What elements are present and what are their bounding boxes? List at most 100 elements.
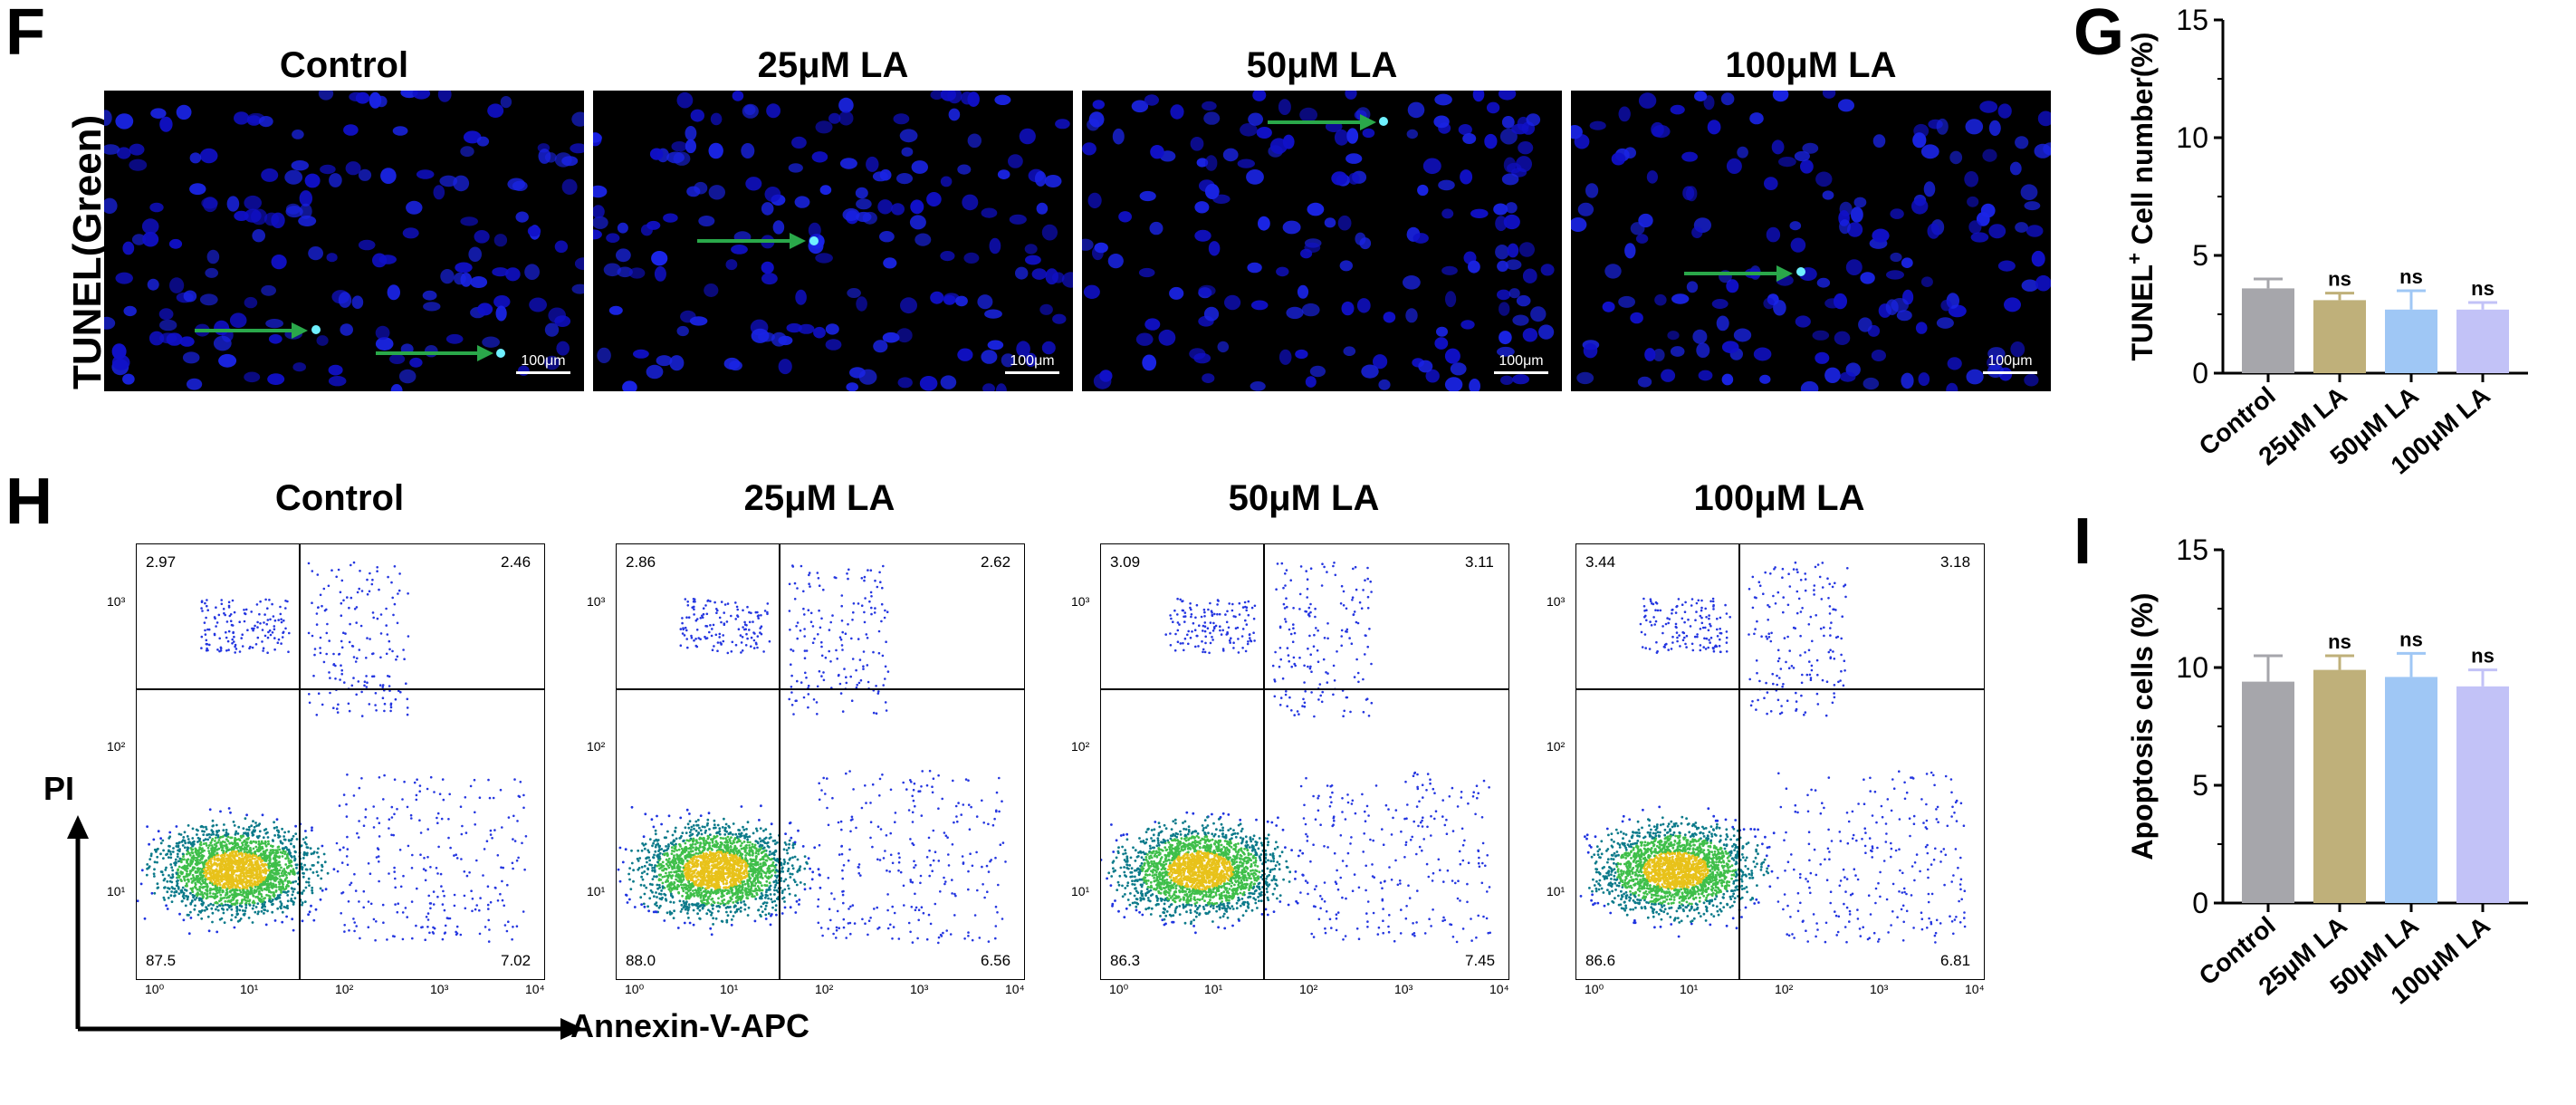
flow-dot xyxy=(259,622,262,625)
tunel-image-100: 100μm xyxy=(1571,91,2051,391)
flow-dot xyxy=(722,902,724,905)
flow-dot xyxy=(360,777,363,780)
flow-dot xyxy=(317,607,320,610)
flow-dot xyxy=(794,911,797,914)
flow-dot xyxy=(765,894,768,897)
flow-dot xyxy=(784,832,787,835)
flow-dot xyxy=(390,706,393,709)
flow-dot xyxy=(759,837,761,840)
bar xyxy=(2242,288,2294,373)
tunel-title-25: 25μM LA xyxy=(593,45,1073,86)
flow-dot xyxy=(764,828,767,831)
flow-dot xyxy=(335,576,338,579)
flow-dot xyxy=(416,799,418,802)
flow-dot xyxy=(264,599,267,601)
flow-dot xyxy=(371,583,374,586)
tunel-image-control: 100μm xyxy=(104,91,584,391)
flow-dot xyxy=(660,848,663,850)
flow-dot xyxy=(790,906,792,908)
flow-dot xyxy=(715,918,718,920)
flow-dot xyxy=(390,704,393,706)
flow-dot xyxy=(317,573,320,576)
flow-dot xyxy=(338,569,340,572)
flow-dot xyxy=(811,878,814,880)
flow-dot xyxy=(340,602,343,605)
flow-dot xyxy=(658,892,661,895)
flow-dot xyxy=(442,778,445,781)
flow-dot xyxy=(238,620,241,623)
flow-dot xyxy=(414,782,417,784)
flow-dot xyxy=(789,857,791,860)
flow-dot xyxy=(312,675,315,677)
flow-dot xyxy=(696,912,699,915)
flow-dot xyxy=(783,897,786,899)
flow-dot xyxy=(376,566,378,569)
flow-dot xyxy=(760,862,762,865)
flow-dot xyxy=(661,870,664,872)
flow-dot xyxy=(694,821,697,823)
flow-dot xyxy=(394,565,397,568)
flow-dot xyxy=(398,590,401,592)
flow-dot xyxy=(374,704,377,706)
flow-dot xyxy=(741,842,743,845)
panel-label-f: F xyxy=(5,0,45,65)
flow-dot xyxy=(395,698,397,701)
flow-dot xyxy=(709,895,712,898)
flow-dot xyxy=(328,639,330,642)
flow-dot xyxy=(725,823,728,826)
flow-dot xyxy=(741,805,743,808)
flow-dot xyxy=(357,591,359,594)
flow-dot xyxy=(284,607,287,610)
flow-dot xyxy=(388,685,391,687)
flow-dot xyxy=(671,852,674,855)
flow-dot xyxy=(743,841,746,843)
flow-dot xyxy=(743,850,746,853)
flow-dot xyxy=(308,632,311,635)
scale-bar-100: 100μm xyxy=(1983,353,2037,374)
flow-dot xyxy=(372,805,375,808)
flow-dot xyxy=(215,625,217,628)
panel-label-h: H xyxy=(5,469,53,534)
flow-dot xyxy=(359,570,361,572)
tunel-arrows-25 xyxy=(593,91,1073,391)
flow-dot xyxy=(677,927,680,929)
flow-dot xyxy=(244,612,246,615)
flow-dot xyxy=(382,684,385,687)
chart-g: TUNEL+ Cell number(%)051015Controlns25μM… xyxy=(2101,0,2571,399)
flow-dot xyxy=(700,814,703,817)
tunel-image-50: 100μm xyxy=(1082,91,1562,391)
flow-dot xyxy=(394,603,397,606)
flow-dot xyxy=(266,607,269,610)
flow-dot xyxy=(770,893,772,896)
flow-dot xyxy=(308,693,311,696)
flow-dot xyxy=(201,636,204,639)
flow-dot xyxy=(240,637,243,639)
flow-dot xyxy=(387,633,389,636)
flow-dot xyxy=(218,614,221,617)
flow-dot xyxy=(224,614,226,617)
flow-dot xyxy=(375,709,378,712)
flow-dot xyxy=(653,895,656,898)
flow-dot xyxy=(759,914,761,917)
flow-dot xyxy=(343,681,346,684)
tunel-arrows-100 xyxy=(1571,91,2051,391)
flow-dot xyxy=(366,681,369,684)
flow-dot xyxy=(733,840,735,842)
flow-dot xyxy=(250,610,253,613)
flow-dot xyxy=(699,844,702,847)
flow-dot xyxy=(699,841,702,844)
flow-dot xyxy=(325,609,328,611)
flow-dot xyxy=(403,781,406,783)
flow-dot xyxy=(267,619,270,621)
flow-dot xyxy=(311,570,314,572)
flow-dot xyxy=(652,842,655,845)
flow-dot xyxy=(365,657,368,659)
flow-dot xyxy=(329,677,331,679)
flow-dot xyxy=(273,649,276,651)
flow-dot xyxy=(228,606,231,609)
flow-dot xyxy=(364,680,367,683)
significance-label: ns xyxy=(2471,277,2495,300)
flow-dot xyxy=(464,796,467,799)
flow-dot xyxy=(706,822,709,825)
flow-dot xyxy=(721,920,723,923)
